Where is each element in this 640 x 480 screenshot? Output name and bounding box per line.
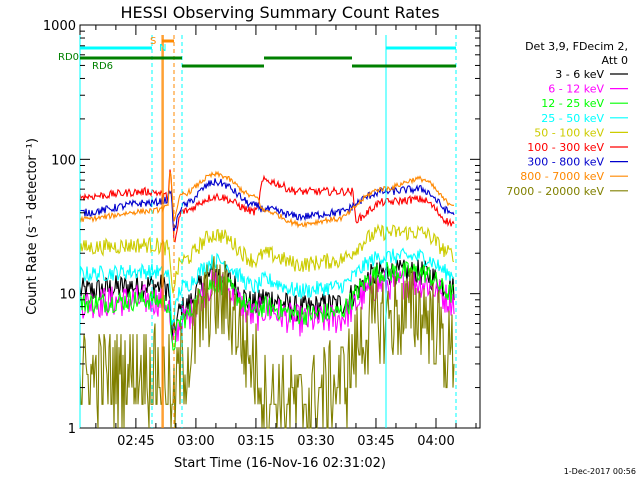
- legend: Det 3,9, FDecim 2,Att 03 - 6 keV 6 - 12 k…: [506, 40, 628, 198]
- y-tick-label: 100: [51, 153, 76, 168]
- x-tick-label: 03:45: [357, 434, 394, 449]
- x-axis-label: Start Time (16-Nov-16 02:31:02): [174, 456, 386, 471]
- legend-header-line2: Att 0: [602, 54, 628, 67]
- x-tick-label: 03:30: [297, 434, 334, 449]
- flag-label-n: N: [159, 43, 166, 54]
- legend-entry-label: 6 - 12 keV: [548, 83, 604, 96]
- series-7000-20000kev-line: [79, 256, 455, 429]
- legend-entry-label: 100 - 300 keV: [527, 141, 604, 154]
- y-tick-label: 1: [68, 422, 76, 437]
- legend-entry-label: 3 - 6 keV: [555, 68, 604, 81]
- legend-header-line1: Det 3,9, FDecim 2,: [525, 40, 628, 53]
- y-axis: 1 10 100 1000: [43, 19, 480, 437]
- footer-date: 1-Dec-2017 00:56: [564, 467, 636, 476]
- x-axis: 02:45 03:00 03:15 03:30 03:45 04:00: [95, 25, 477, 449]
- legend-entry-label: 800 - 7000 keV: [520, 170, 604, 183]
- series-path: [79, 169, 455, 243]
- flag-label-rd6: RD6: [92, 61, 113, 72]
- flag-label-rd0: RD0: [58, 52, 79, 63]
- series-path: [79, 256, 455, 429]
- series-path: [79, 223, 455, 294]
- x-tick-label: 03:15: [237, 434, 274, 449]
- flag-label-s: S: [150, 36, 156, 47]
- legend-entry-label: 50 - 100 keV: [534, 126, 604, 139]
- x-tick-label: 02:45: [117, 434, 154, 449]
- legend-entry-label: 300 - 800 keV: [527, 156, 604, 169]
- y-tick-label: 10: [59, 288, 76, 303]
- series-path: [79, 247, 455, 326]
- legend-entry-label: 12 - 25 keV: [541, 97, 604, 110]
- series-100-300kev-line: [79, 169, 455, 243]
- series-path: [79, 178, 455, 232]
- series-25-50kev-line: [79, 247, 455, 326]
- x-tick-label: 04:00: [417, 434, 454, 449]
- chart-title: HESSI Observing Summary Count Rates: [120, 3, 439, 22]
- flag-bars: [80, 39, 456, 68]
- series-12-25kev-line: [79, 260, 455, 351]
- series-path: [79, 260, 455, 351]
- series-300-800kev-line: [79, 178, 455, 232]
- series-path: [79, 170, 455, 229]
- series-800-7000kev-line: [79, 170, 455, 229]
- y-axis-label: Count Rate (s⁻¹ detector⁻¹): [25, 138, 40, 315]
- x-tick-label: 03:00: [177, 434, 214, 449]
- y-tick-label: 1000: [43, 19, 76, 34]
- series-50-100kev-line: [79, 223, 455, 294]
- legend-entry-label: 7000 - 20000 keV: [506, 185, 604, 198]
- legend-entry-label: 25 - 50 keV: [541, 112, 604, 125]
